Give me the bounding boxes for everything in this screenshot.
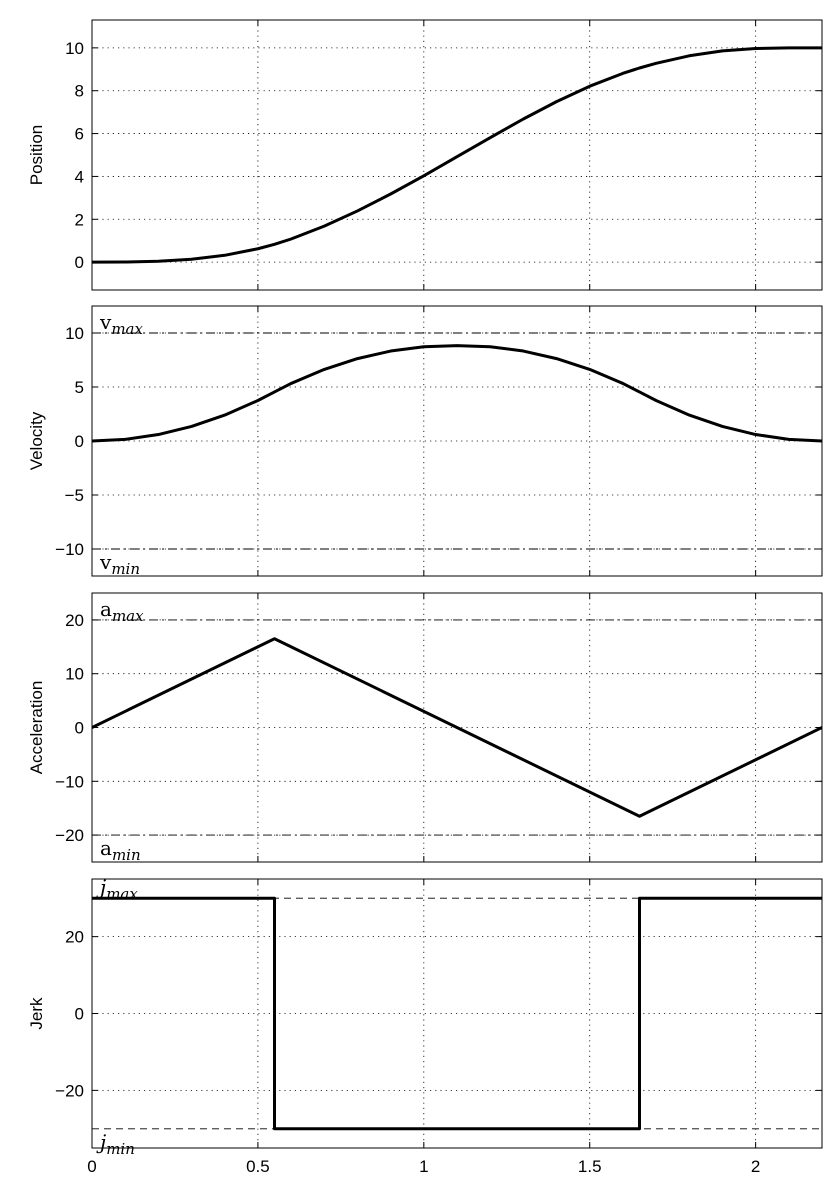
y-axis-label: Acceleration bbox=[27, 681, 46, 775]
y-tick-label: 4 bbox=[75, 167, 84, 186]
limit-label-a-max: amax bbox=[100, 597, 144, 625]
series-line-jerk bbox=[92, 896, 822, 1131]
y-tick-label: 0 bbox=[75, 1005, 84, 1024]
limit-label-v-min: vmin bbox=[99, 550, 140, 578]
y-tick-label: 5 bbox=[75, 378, 84, 397]
y-tick-label: 8 bbox=[75, 82, 84, 101]
series-line-position bbox=[92, 46, 822, 264]
y-tick-label: 10 bbox=[65, 665, 84, 684]
y-axis-label: Jerk bbox=[27, 997, 46, 1030]
y-tick-label: −5 bbox=[65, 486, 84, 505]
y-tick-label: −20 bbox=[55, 826, 84, 845]
y-tick-label: 2 bbox=[75, 210, 84, 229]
y-tick-label: 20 bbox=[65, 611, 84, 630]
series-line-acceleration bbox=[92, 637, 822, 818]
limit-label-a-min: amin bbox=[100, 836, 141, 864]
x-tick-label: 0 bbox=[87, 1157, 96, 1176]
y-tick-label: 6 bbox=[75, 125, 84, 144]
panel-position: 0 2 4 6 8 10 Position bbox=[27, 19, 823, 291]
y-tick-label: −10 bbox=[55, 540, 84, 559]
limit-label-j-min: jmin bbox=[96, 1130, 135, 1158]
y-tick-label: 0 bbox=[75, 253, 84, 272]
panel-velocity: vmax vmin −10 −5 0 5 10 Velocity bbox=[27, 305, 823, 578]
x-tick-label: 1 bbox=[419, 1157, 428, 1176]
y-tick-label: 0 bbox=[75, 432, 84, 451]
series-line-velocity bbox=[92, 344, 822, 443]
x-tick-label: 1.5 bbox=[578, 1157, 602, 1176]
y-tick-label: 0 bbox=[75, 719, 84, 738]
limit-label-v-max: vmax bbox=[99, 310, 143, 338]
y-tick-label: 10 bbox=[65, 39, 84, 58]
y-axis-label: Position bbox=[27, 125, 46, 185]
y-axis-label: Velocity bbox=[27, 411, 46, 470]
x-tick-label: 2 bbox=[751, 1157, 760, 1176]
axes-frame bbox=[91, 19, 823, 291]
x-tick-label: 0.5 bbox=[246, 1157, 270, 1176]
panel-acceleration: amax amin −20 −10 0 10 20 Acceleration bbox=[27, 592, 823, 864]
y-tick-label: −20 bbox=[55, 1081, 84, 1100]
y-tick-label: −10 bbox=[55, 772, 84, 791]
y-tick-label: 20 bbox=[65, 928, 84, 947]
y-tick-label: 10 bbox=[65, 324, 84, 343]
